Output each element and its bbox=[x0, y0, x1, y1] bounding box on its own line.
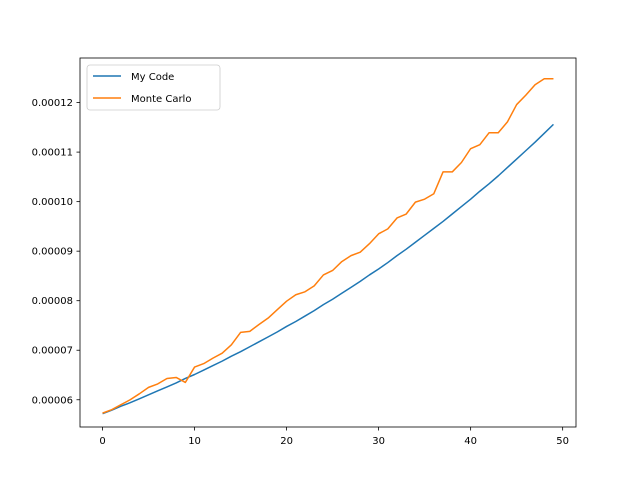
y-tick-label: 0.00007 bbox=[32, 346, 73, 357]
series-layer bbox=[102, 78, 554, 415]
x-tick-label: 30 bbox=[372, 436, 385, 447]
x-tick-label: 20 bbox=[280, 436, 293, 447]
x-tick-label: 40 bbox=[464, 436, 477, 447]
legend: My Code Monte Carlo bbox=[86, 64, 221, 111]
y-tick-label: 0.00009 bbox=[32, 247, 73, 258]
y-tick-label: 0.00006 bbox=[32, 395, 73, 406]
y-tick-label: 0.00011 bbox=[32, 148, 73, 159]
plot-frame bbox=[79, 57, 577, 428]
y-tick-label: 0.00008 bbox=[32, 296, 73, 307]
y-tick-label: 0.00010 bbox=[32, 197, 73, 208]
x-tick-label: 0 bbox=[99, 436, 105, 447]
y-tick-label: 0.00012 bbox=[32, 98, 73, 109]
series-line-monte-carlo bbox=[102, 78, 554, 414]
legend-label: Monte Carlo bbox=[131, 94, 191, 105]
legend-label: My Code bbox=[131, 72, 174, 83]
x-tick-label: 10 bbox=[188, 436, 201, 447]
axes: 0 10 20 30 40 50 0.00006 0.00007 0.00008 0.00009 0… bbox=[32, 57, 577, 447]
series-line-my-code bbox=[102, 123, 554, 415]
x-tick-label: 50 bbox=[556, 436, 569, 447]
